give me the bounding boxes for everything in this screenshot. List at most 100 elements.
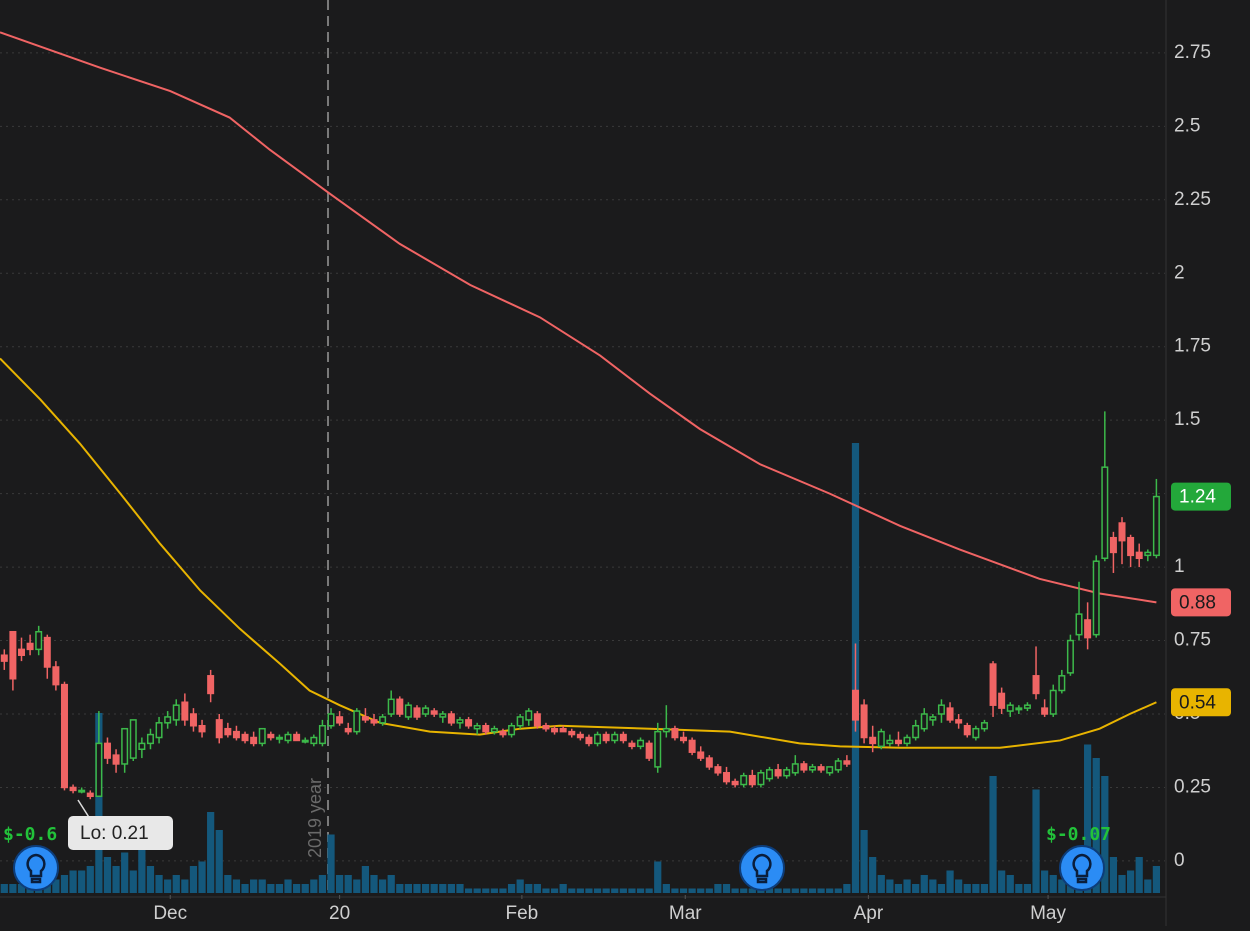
volume-bar <box>1126 870 1135 893</box>
y-tick-label: 1.5 <box>1174 409 1200 430</box>
earnings-icon-bg <box>13 845 59 891</box>
candle-body <box>568 730 576 736</box>
candle-body <box>17 648 25 656</box>
volume-bar <box>155 875 163 893</box>
candle-body <box>619 733 627 742</box>
candle-body <box>241 733 249 742</box>
candle-body <box>697 751 705 759</box>
volume-bar <box>765 888 774 893</box>
volume-bar <box>774 888 782 893</box>
candle-body <box>671 727 679 739</box>
volume-bar <box>121 852 129 893</box>
volume-bar <box>791 888 799 893</box>
candle-body <box>275 736 283 740</box>
volume-bar <box>370 875 378 893</box>
volume-bar <box>464 888 473 893</box>
candle-body <box>680 736 688 742</box>
candle-body <box>611 733 619 742</box>
volume-bar <box>0 884 8 893</box>
earnings-icon[interactable] <box>1059 845 1105 891</box>
candle-body <box>336 716 344 724</box>
volume-bar <box>1006 875 1014 893</box>
volume-bar <box>920 875 928 893</box>
volume-bar <box>60 875 69 893</box>
candle-body <box>293 733 301 742</box>
candle-body <box>422 707 430 715</box>
volume-bar <box>869 857 877 893</box>
moving-averages <box>0 31 1157 749</box>
candle-body <box>1144 551 1152 557</box>
candle-body <box>525 710 533 721</box>
price-tag-label: 1.24 <box>1179 487 1216 508</box>
x-tick-label: Feb <box>506 903 539 924</box>
candle-body <box>817 766 825 771</box>
candle-body <box>69 786 77 792</box>
volume-bar <box>963 884 971 893</box>
volume-bar <box>731 888 739 893</box>
candle-body <box>353 710 361 733</box>
candle-body <box>723 772 731 783</box>
volume-bar <box>344 875 352 893</box>
price-tag <box>1171 482 1231 511</box>
x-tick-label: Dec <box>153 903 187 924</box>
candle-body <box>387 698 395 715</box>
volume-bar <box>258 879 266 893</box>
candle-body <box>499 730 507 736</box>
y-tick-label: 0 <box>1174 850 1185 871</box>
candle-body <box>912 725 920 739</box>
volume-bar <box>430 884 438 893</box>
volume-bar <box>1023 884 1032 893</box>
volume-bar <box>671 888 679 893</box>
volume-bar <box>473 888 481 893</box>
candle-body <box>998 692 1006 709</box>
candle-body <box>1101 466 1109 560</box>
volume-bar <box>327 834 335 893</box>
candle-body <box>551 727 559 733</box>
candle-body <box>344 727 352 733</box>
candle-body <box>1084 619 1092 639</box>
volume-bar <box>275 884 284 893</box>
candle-body <box>826 766 834 774</box>
volume-bar <box>378 879 387 893</box>
candle-body <box>284 733 292 742</box>
volume-bar <box>679 888 688 893</box>
volume-bar <box>482 888 490 893</box>
volume-bar <box>1144 879 1152 893</box>
volume-bar <box>103 857 112 893</box>
candle-body <box>250 736 258 745</box>
bulb <box>26 853 46 884</box>
y-tick-label: 2.25 <box>1174 189 1211 210</box>
earnings-icon[interactable] <box>739 845 785 891</box>
volume-bar <box>172 875 180 893</box>
volume-bar <box>1041 870 1049 893</box>
candles <box>0 411 1160 800</box>
volume-bar <box>946 870 954 893</box>
volume-bar <box>1118 875 1126 893</box>
volume-bar <box>602 888 610 893</box>
candle-body <box>791 763 799 774</box>
candle-body <box>1015 707 1023 711</box>
candle-body <box>258 727 266 745</box>
volume-bar <box>955 879 963 893</box>
volume-bar <box>1092 758 1100 893</box>
volume-bar <box>636 888 645 893</box>
volume-bar <box>499 888 507 893</box>
volume-bar <box>404 884 413 893</box>
volume-bar <box>877 875 885 893</box>
volume-bar <box>181 879 189 893</box>
candle-body <box>714 766 722 774</box>
candle-body <box>508 725 516 736</box>
candle-body <box>129 719 137 759</box>
candle-body <box>482 725 490 733</box>
volume-bar <box>361 866 370 893</box>
candle-body <box>1066 639 1074 674</box>
volume-bar <box>1101 776 1109 893</box>
candle-body <box>955 719 963 724</box>
candle-body <box>800 763 808 771</box>
candle-body <box>404 704 412 718</box>
earnings-icon[interactable] <box>13 845 59 891</box>
x-tick-label: 20 <box>329 903 350 924</box>
volume-bar <box>224 875 232 893</box>
volume-bar <box>860 830 868 893</box>
